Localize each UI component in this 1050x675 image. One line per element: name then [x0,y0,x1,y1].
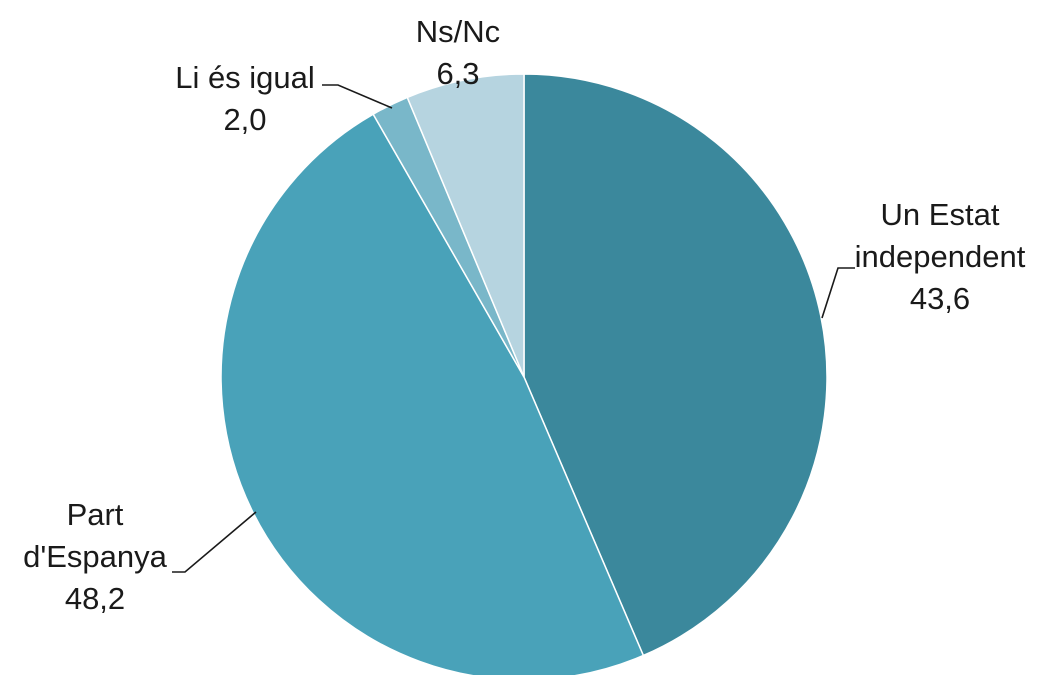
slice-value-label-0: 43,6 [910,281,970,316]
pie-slice-0 [523,73,828,657]
leader-line-1 [172,511,257,573]
pie-slice-1 [220,113,645,675]
slice-value-label-3: 6,3 [436,56,479,91]
leader-line-0 [821,267,855,319]
slice-category-label-2-0: Li és igual [175,60,315,95]
pie-slices [220,73,828,675]
slice-category-label-3-0: Ns/Nc [416,14,500,49]
slice-value-label-1: 48,2 [65,581,125,616]
slice-labels: Un Estat independent 43,6 Part d'Espanya 48,2… [23,14,1026,616]
slice-value-label-2: 2,0 [223,102,266,137]
pie-slice-3 [406,73,525,378]
leader-line-2 [322,84,393,109]
slice-category-label-0-0: Un Estat [881,197,1000,232]
leader-lines [172,84,855,573]
slice-category-label-1-1: d'Espanya [23,539,168,574]
slice-category-label-0-1: independent [855,239,1026,274]
slice-category-label-1-0: Part [67,497,124,532]
